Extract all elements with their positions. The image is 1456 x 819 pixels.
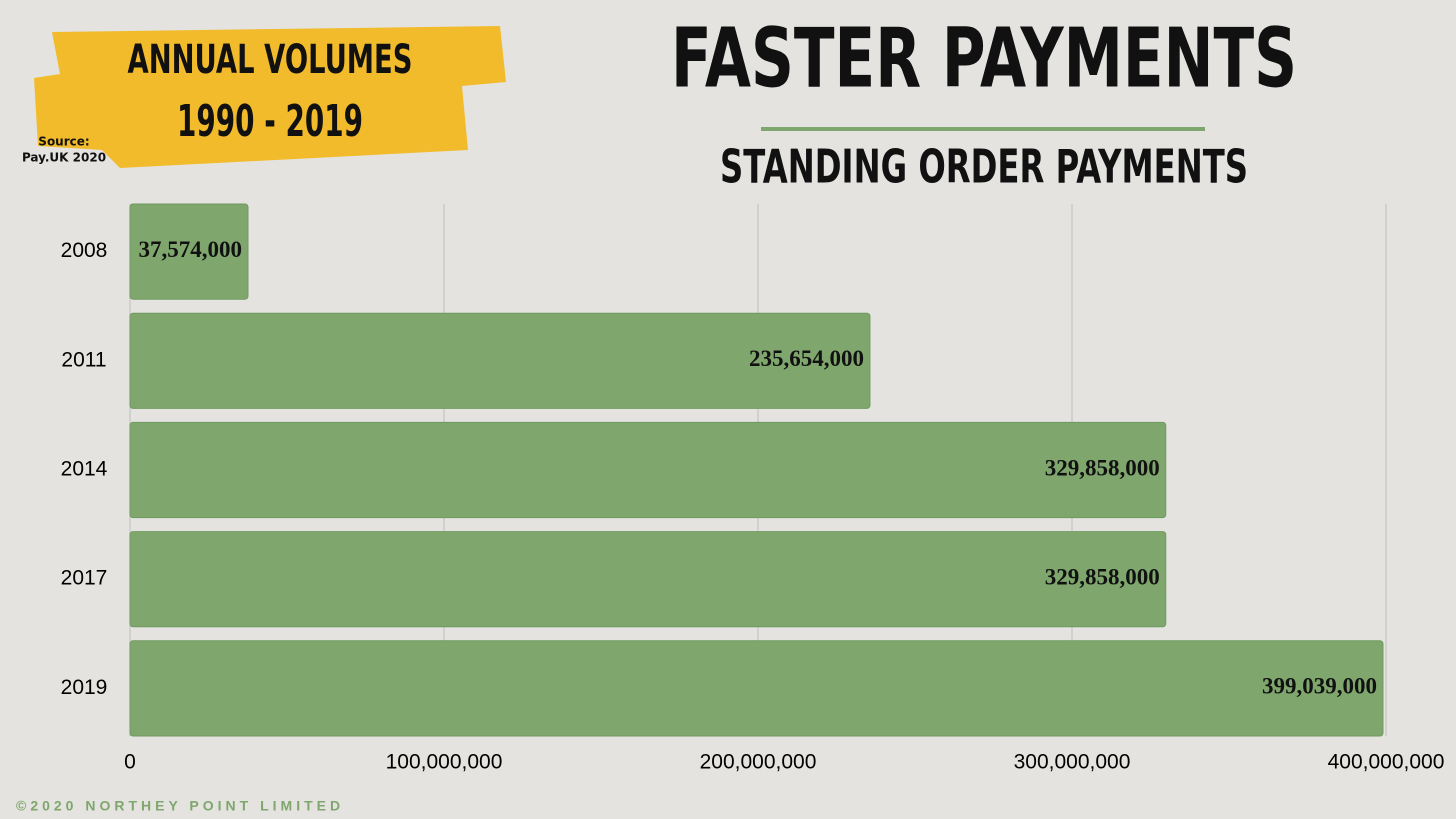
value-label: 399,039,000 bbox=[1262, 674, 1377, 699]
x-tick-label: 100,000,000 bbox=[386, 751, 503, 774]
bar bbox=[129, 421, 1167, 519]
bar bbox=[129, 203, 249, 300]
value-label: 235,654,000 bbox=[749, 346, 864, 371]
value-label: 37,574,000 bbox=[138, 237, 242, 262]
badge-line: 1990 - 2019 bbox=[177, 96, 363, 147]
source-text: Source: bbox=[38, 135, 89, 149]
y-tick-label: 2014 bbox=[61, 458, 108, 481]
value-label: 329,858,000 bbox=[1045, 564, 1160, 589]
badge bbox=[34, 26, 506, 168]
y-tick-label: 2019 bbox=[61, 676, 108, 699]
source-text: Pay.UK 2020 bbox=[22, 151, 106, 165]
bar bbox=[129, 640, 1384, 737]
x-tick-label: 400,000,000 bbox=[1328, 751, 1445, 774]
x-tick-label: 200,000,000 bbox=[700, 751, 817, 774]
plot: 0 100,000,000 200,000,000 300,000,000 400,00… bbox=[61, 203, 1445, 774]
y-tick-label: 2008 bbox=[61, 239, 108, 262]
chart-title: FASTER PAYMENTS bbox=[671, 11, 1297, 106]
footer: ©2020 NORTHEY POINT LIMITED bbox=[16, 798, 344, 814]
x-tick-label: 0 bbox=[124, 751, 136, 774]
x-tick-label: 300,000,000 bbox=[1014, 751, 1131, 774]
y-tick-label: 2011 bbox=[61, 348, 106, 371]
title-rule bbox=[761, 127, 1205, 131]
badge-shape bbox=[34, 26, 506, 168]
value-label: 329,858,000 bbox=[1045, 455, 1160, 480]
badge-line: ANNUAL VOLUMES bbox=[128, 37, 413, 83]
chart-subtitle: STANDING ORDER PAYMENTS bbox=[720, 140, 1248, 194]
bar bbox=[129, 312, 871, 409]
y-tick-label: 2017 bbox=[61, 567, 108, 590]
bar bbox=[129, 531, 1167, 628]
